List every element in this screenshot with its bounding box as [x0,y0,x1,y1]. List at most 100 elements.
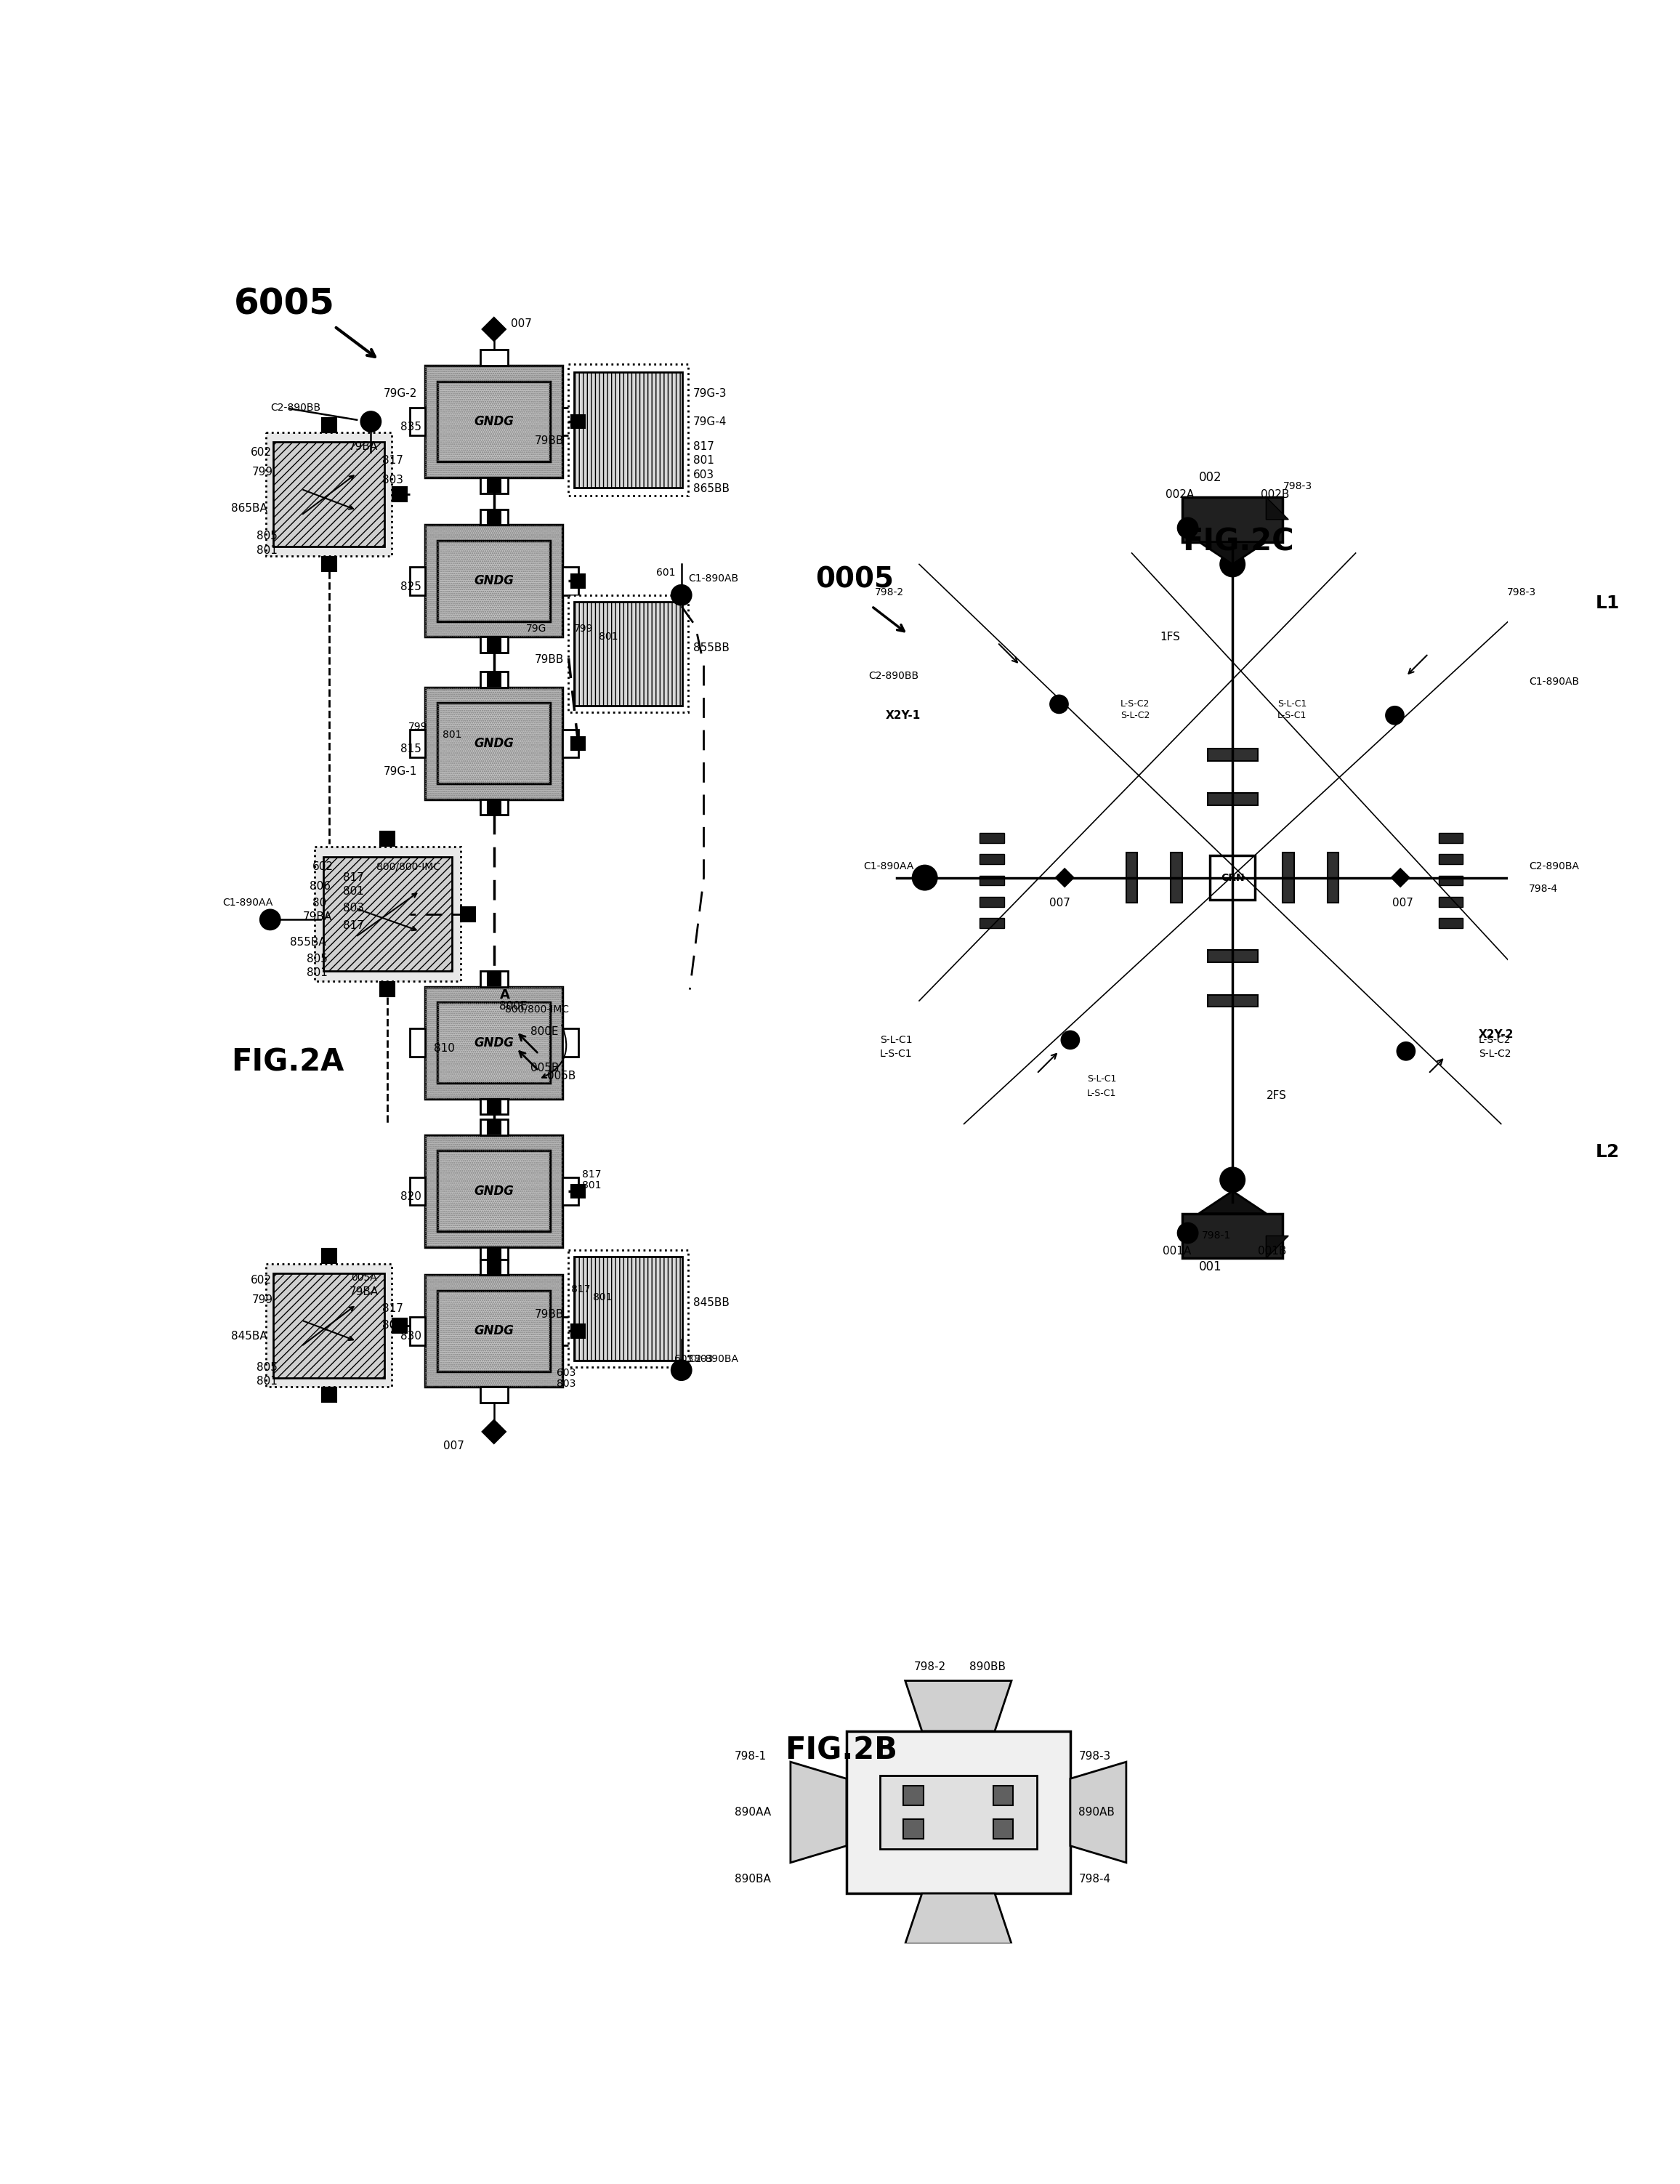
Text: 007: 007 [1393,898,1413,909]
Bar [460,906,475,922]
Bar [568,1249,689,1367]
Circle shape [260,909,281,930]
Text: GNDG: GNDG [474,574,514,587]
Bar [480,478,507,494]
Bar [438,1002,549,1083]
Text: 005B: 005B [548,1070,576,1081]
Text: 002: 002 [1200,472,1221,485]
Bar [904,1784,924,1806]
Bar [438,542,549,622]
Text: 845BA: 845BA [230,1330,267,1341]
Circle shape [1178,518,1198,537]
Bar [487,1247,501,1262]
Text: 855BB: 855BB [692,642,729,653]
Bar [480,349,507,365]
Bar [563,408,578,435]
Bar [1438,876,1463,885]
Bar [265,432,391,557]
Text: GNDG: GNDG [474,1035,514,1048]
Bar [1210,856,1255,900]
Text: 0005: 0005 [816,566,894,594]
Bar [480,1260,507,1275]
Text: 890AA: 890AA [734,1806,771,1817]
Bar [563,729,578,758]
Text: 602: 602 [250,1275,272,1286]
Text: 801: 801 [692,454,714,465]
Bar [438,1151,549,1232]
Bar [410,1317,425,1345]
Text: 801: 801 [593,1293,613,1302]
Text: 817: 817 [692,441,714,452]
Text: 801: 801 [306,968,328,978]
Bar [425,987,563,1099]
Text: A: A [499,989,509,1002]
Text: FIG.2A: FIG.2A [230,1046,344,1077]
Bar [274,441,385,546]
Bar [575,371,682,487]
Bar [321,557,336,570]
Bar [568,365,689,496]
Text: 803: 803 [694,1354,712,1365]
Circle shape [1220,1168,1245,1192]
Bar [438,1291,549,1372]
Bar [314,847,460,981]
Bar [410,568,425,594]
Bar [480,1099,507,1114]
Text: C2-890BA: C2-890BA [1529,860,1579,871]
Text: 798-1: 798-1 [1201,1232,1231,1241]
Text: 801: 801 [442,729,462,740]
Text: C1-890AA: C1-890AA [864,860,914,871]
Polygon shape [1391,869,1410,887]
Bar [1171,852,1183,902]
Text: 805: 805 [306,954,328,965]
Text: 865BB: 865BB [692,483,729,494]
Bar [1208,994,1258,1007]
Bar [571,574,585,587]
Text: 817: 817 [581,1168,601,1179]
Text: 803: 803 [556,1378,576,1389]
Text: 79BA: 79BA [349,1286,380,1297]
Bar [438,1151,549,1232]
Text: 601: 601 [657,568,675,579]
Polygon shape [1070,1762,1126,1863]
Text: 800E: 800E [499,1000,528,1011]
Text: 803: 803 [343,902,365,913]
Polygon shape [1200,542,1267,563]
Polygon shape [482,317,506,341]
Bar [487,478,501,491]
Text: 005A: 005A [351,1273,378,1282]
Bar [425,365,563,478]
Text: 835: 835 [400,422,422,432]
Bar [425,1275,563,1387]
Bar [979,898,1005,906]
Circle shape [1567,563,1646,642]
Bar [487,802,501,815]
Bar [1126,852,1137,902]
Text: 817: 817 [381,1304,403,1315]
Text: 805: 805 [255,1363,277,1374]
Text: 798-3: 798-3 [1079,1752,1110,1762]
Text: 799: 799 [408,721,428,732]
Bar [425,365,563,478]
Text: L-S-C1: L-S-C1 [1087,1088,1117,1099]
Text: S-L-C2: S-L-C2 [1478,1048,1510,1059]
Circle shape [912,865,937,891]
Text: 800E: 800E [531,1026,558,1037]
Text: 001A: 001A [1163,1247,1191,1258]
Bar [563,1029,578,1057]
Bar [487,638,501,651]
Circle shape [1554,1127,1571,1144]
Bar [438,1002,549,1083]
Text: 799: 799 [573,625,593,633]
Text: 890BB: 890BB [969,1662,1006,1673]
Bar [321,417,336,432]
Text: L2: L2 [1596,1142,1620,1160]
Bar [480,1247,507,1262]
Circle shape [361,411,381,432]
Text: 79BB: 79BB [534,653,564,664]
Text: 810: 810 [433,1044,455,1055]
Bar [1327,852,1339,902]
Text: C1-890AA: C1-890AA [222,898,274,909]
Text: L1: L1 [1596,594,1620,612]
Text: L-S-C2: L-S-C2 [1478,1035,1510,1046]
